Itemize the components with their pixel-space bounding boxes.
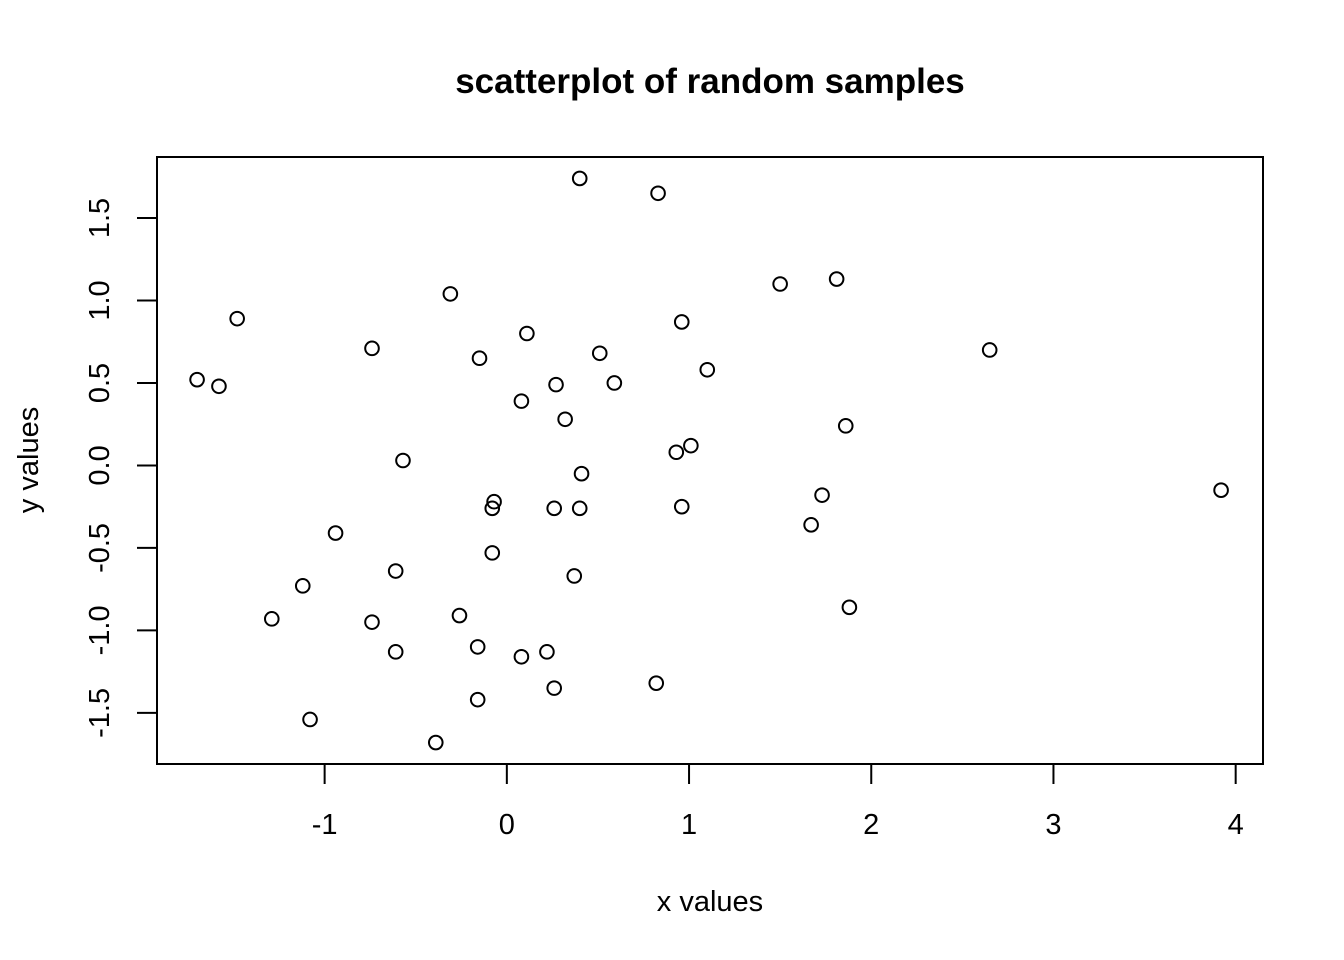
data-point — [486, 493, 502, 510]
data-point — [673, 498, 690, 515]
data-point — [828, 271, 845, 287]
data-point — [519, 325, 535, 342]
data-point — [513, 648, 530, 665]
data-point — [229, 310, 245, 327]
y-axis: -1.5 -1.0 -0.5 0.0 0.5 1.0 1.5 — [84, 198, 158, 738]
x-tick-label: 2 — [863, 809, 879, 841]
data-point — [548, 376, 564, 393]
data-point — [772, 276, 788, 292]
x-tick-label: 4 — [1228, 809, 1244, 841]
y-tick-label: 1.5 — [84, 198, 116, 238]
data-point — [648, 675, 665, 691]
data-point — [539, 644, 555, 660]
data-point — [1213, 482, 1229, 498]
data-point — [364, 340, 380, 357]
x-axis-label: x values — [657, 886, 763, 918]
x-tick-label: 1 — [681, 809, 697, 841]
data-point — [837, 418, 854, 434]
data-point — [484, 500, 501, 517]
data-point — [571, 170, 588, 187]
data-point — [427, 734, 444, 751]
y-tick-label: -1.5 — [84, 688, 116, 738]
data-point — [189, 371, 205, 388]
data-point — [546, 500, 563, 517]
data-point — [302, 711, 318, 728]
data-point — [814, 487, 830, 503]
data-point — [484, 545, 501, 561]
data-point — [442, 286, 459, 302]
data-point — [683, 437, 699, 454]
data-point — [699, 361, 716, 378]
data-point — [387, 644, 404, 660]
data-point — [513, 393, 530, 409]
y-tick-label: 0.0 — [84, 445, 116, 485]
x-tick-label: 3 — [1045, 809, 1061, 841]
data-point — [263, 611, 280, 627]
data-point — [673, 314, 690, 330]
data-point — [211, 378, 227, 395]
data-point — [591, 345, 608, 362]
y-axis-label: y values — [13, 407, 45, 513]
data-point — [566, 568, 583, 584]
x-tick-label: -1 — [312, 809, 338, 841]
data-points — [189, 170, 1229, 751]
y-tick-label: 1.0 — [84, 280, 116, 320]
data-point — [803, 517, 819, 533]
data-point — [327, 525, 344, 541]
data-point — [573, 465, 590, 482]
data-point — [981, 342, 998, 358]
data-point — [841, 599, 858, 616]
data-point — [294, 578, 311, 594]
data-point — [668, 444, 685, 461]
data-point — [557, 411, 573, 428]
x-tick-label: 0 — [499, 809, 515, 841]
y-tick-label: 0.5 — [84, 363, 116, 403]
data-point — [469, 691, 486, 708]
data-point — [387, 563, 404, 579]
y-tick-label: -1.0 — [84, 605, 116, 655]
data-point — [395, 452, 411, 469]
chart-title: scatterplot of random samples — [455, 62, 965, 101]
x-axis: -1 0 1 2 3 4 — [312, 763, 1244, 841]
data-point — [571, 500, 588, 517]
data-point — [546, 680, 563, 696]
y-tick-label: -0.5 — [84, 523, 116, 573]
data-point — [451, 607, 468, 624]
data-point — [606, 375, 623, 391]
data-point — [364, 614, 380, 630]
data-point — [469, 639, 486, 655]
data-point — [471, 350, 488, 367]
data-point — [650, 185, 666, 202]
